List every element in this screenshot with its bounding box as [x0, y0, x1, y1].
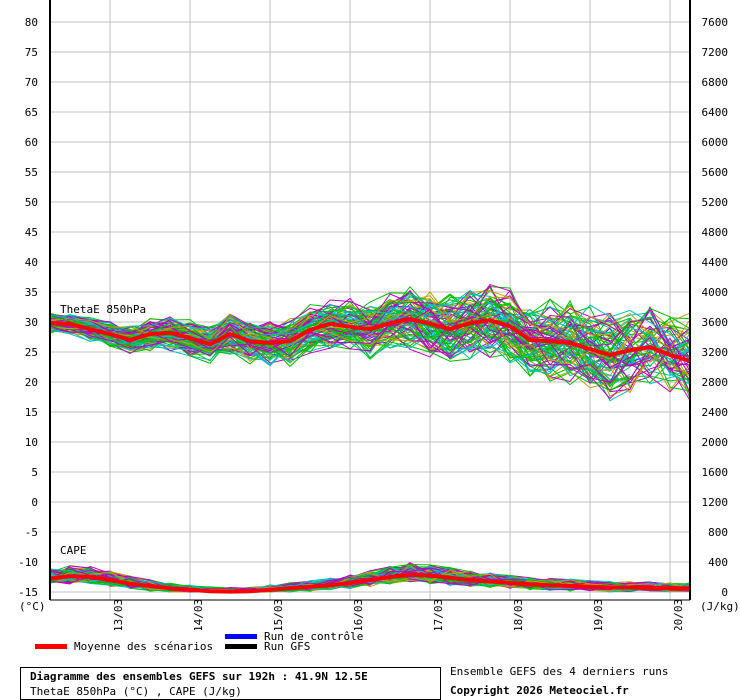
right-tick-label: 800: [708, 526, 728, 539]
right-axis-unit: (J/kg): [700, 600, 740, 613]
date-tick-label: 19/03: [592, 599, 605, 630]
thetae-panel-label: ThetaE 850hPa: [60, 303, 146, 316]
left-tick-label: 20: [25, 376, 38, 389]
right-tick-label: 3200: [702, 346, 729, 359]
right-tick-label: 5200: [702, 196, 729, 209]
right-tick-label: 7600: [702, 16, 729, 29]
right-tick-label: 2400: [702, 406, 729, 419]
date-tick-label: 16/03: [352, 599, 365, 630]
date-tick-label: 15/03: [272, 599, 285, 630]
right-tick-label: 7200: [702, 46, 729, 59]
left-tick-label: 0: [31, 496, 38, 509]
left-tick-label: 5: [31, 466, 38, 479]
copyright: Copyright 2026 Meteociel.fr: [450, 684, 629, 697]
axes: [49, 0, 691, 601]
left-tick-label: 10: [25, 436, 38, 449]
left-tick-label: 60: [25, 136, 38, 149]
date-tick-label: 20/03: [672, 599, 685, 630]
left-tick-label: 50: [25, 196, 38, 209]
date-tick-label: 18/03: [512, 599, 525, 630]
left-tick-label: 75: [25, 46, 38, 59]
right-tick-label: 1600: [702, 466, 729, 479]
legend-mean-label: Moyenne des scénarios: [74, 640, 214, 653]
legend-gfs-label: Run GFS: [264, 640, 311, 653]
date-tick-label: 17/03: [432, 599, 445, 630]
date-tick-label: 14/03: [192, 599, 205, 630]
left-axis-unit: (°C): [19, 600, 46, 613]
right-tick-label: 6400: [702, 106, 729, 119]
left-tick-label: 65: [25, 106, 38, 119]
left-tick-label: 30: [25, 316, 38, 329]
right-tick-label: 4000: [702, 286, 729, 299]
left-tick-label: 40: [25, 256, 38, 269]
thetae-member-line: [49, 302, 691, 361]
right-tick-label: 1200: [702, 496, 729, 509]
right-tick-label: 0: [721, 586, 728, 599]
left-tick-label: -5: [25, 526, 38, 539]
left-tick-label: 25: [25, 346, 38, 359]
thetae-member-line: [49, 283, 691, 348]
left-tick-label: 45: [25, 226, 38, 239]
runs-note: Ensemble GEFS des 4 derniers runs: [450, 665, 669, 678]
legend-mean-swatch: [35, 644, 67, 649]
chart-title: Diagramme des ensembles GEFS sur 192h : …: [30, 670, 368, 683]
right-tick-label: 4400: [702, 256, 729, 269]
left-tick-label: 55: [25, 166, 38, 179]
thetae-member-line: [49, 327, 631, 385]
right-tick-label: 5600: [702, 166, 729, 179]
right-tick-label: 2800: [702, 376, 729, 389]
right-tick-label: 400: [708, 556, 728, 569]
left-tick-label: 15: [25, 406, 38, 419]
right-tick-label: 6800: [702, 76, 729, 89]
grid: [50, 0, 690, 600]
right-tick-label: 4800: [702, 226, 729, 239]
thetae-member-line: [49, 323, 631, 388]
legend-control-label: Run de contrôle: [264, 630, 364, 643]
left-tick-label: 80: [25, 16, 38, 29]
right-tick-label: 6000: [702, 136, 729, 149]
legend-gfs-swatch: [225, 644, 257, 649]
thetae-member-line: [49, 289, 691, 353]
left-tick-label: 70: [25, 76, 38, 89]
right-tick-label: 3600: [702, 316, 729, 329]
date-tick-label: 13/03: [112, 599, 125, 630]
thetae-mean-line: [49, 316, 691, 363]
legend-control-swatch: [225, 634, 257, 639]
right-tick-label: 2000: [702, 436, 729, 449]
left-tick-label: -15: [18, 586, 38, 599]
left-tick-label: 35: [25, 286, 38, 299]
thetae-member-line: [49, 314, 691, 385]
left-tick-label: -10: [18, 556, 38, 569]
chart-subtitle: ThetaE 850hPa (°C) , CAPE (J/kg): [30, 685, 242, 698]
chart-title-box: Diagramme des ensembles GEFS sur 192h : …: [20, 667, 441, 700]
cape-panel-label: CAPE: [60, 544, 87, 557]
cape-mean-line: [49, 572, 690, 594]
mean-lines: [49, 316, 691, 594]
thetae-member-line: [49, 314, 691, 377]
